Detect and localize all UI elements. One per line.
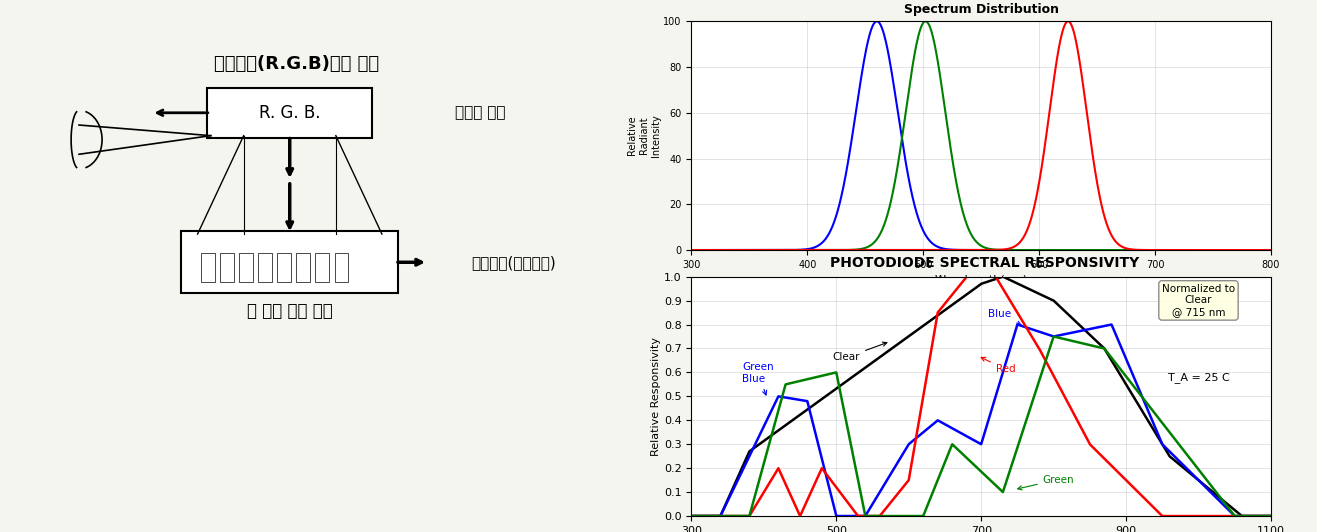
Y-axis label: Relative
Radiant
Intensity: Relative Radiant Intensity — [627, 114, 661, 157]
Text: Blue: Blue — [989, 309, 1021, 325]
Text: Clear: Clear — [832, 342, 886, 362]
Text: Red: Red — [981, 358, 1015, 375]
Text: PHOTODIODE SPECTRAL RESPONSIVITY: PHOTODIODE SPECTRAL RESPONSIVITY — [831, 256, 1139, 270]
FancyBboxPatch shape — [208, 88, 373, 138]
Bar — [200, 253, 215, 282]
Bar — [240, 253, 253, 282]
Y-axis label: Relative Responsivity: Relative Responsivity — [651, 337, 661, 456]
Text: 다 파장 수광 소자: 다 파장 수광 소자 — [246, 302, 333, 320]
Title: Spectrum Distribution: Spectrum Distribution — [903, 3, 1059, 16]
Bar — [296, 253, 311, 282]
FancyBboxPatch shape — [182, 231, 399, 293]
Text: Normalized to
Clear
@ 715 nm: Normalized to Clear @ 715 nm — [1162, 284, 1235, 317]
Text: 광출력 제어: 광출력 제어 — [456, 105, 506, 120]
Bar — [220, 253, 234, 282]
Text: T_A = 25 C: T_A = 25 C — [1168, 372, 1229, 384]
Text: R. G. B.: R. G. B. — [259, 104, 320, 122]
Text: 발광소자(R.G.B)파장 발생: 발광소자(R.G.B)파장 발생 — [213, 55, 379, 73]
Text: 수광신호(측정신호): 수광신호(측정신호) — [471, 255, 556, 270]
Bar — [316, 253, 329, 282]
Text: Green: Green — [1018, 475, 1075, 490]
Bar — [335, 253, 349, 282]
Bar — [258, 253, 273, 282]
X-axis label: Wavelength(nm): Wavelength(nm) — [935, 276, 1027, 285]
Text: Green
Blue: Green Blue — [743, 362, 774, 395]
Bar — [278, 253, 291, 282]
